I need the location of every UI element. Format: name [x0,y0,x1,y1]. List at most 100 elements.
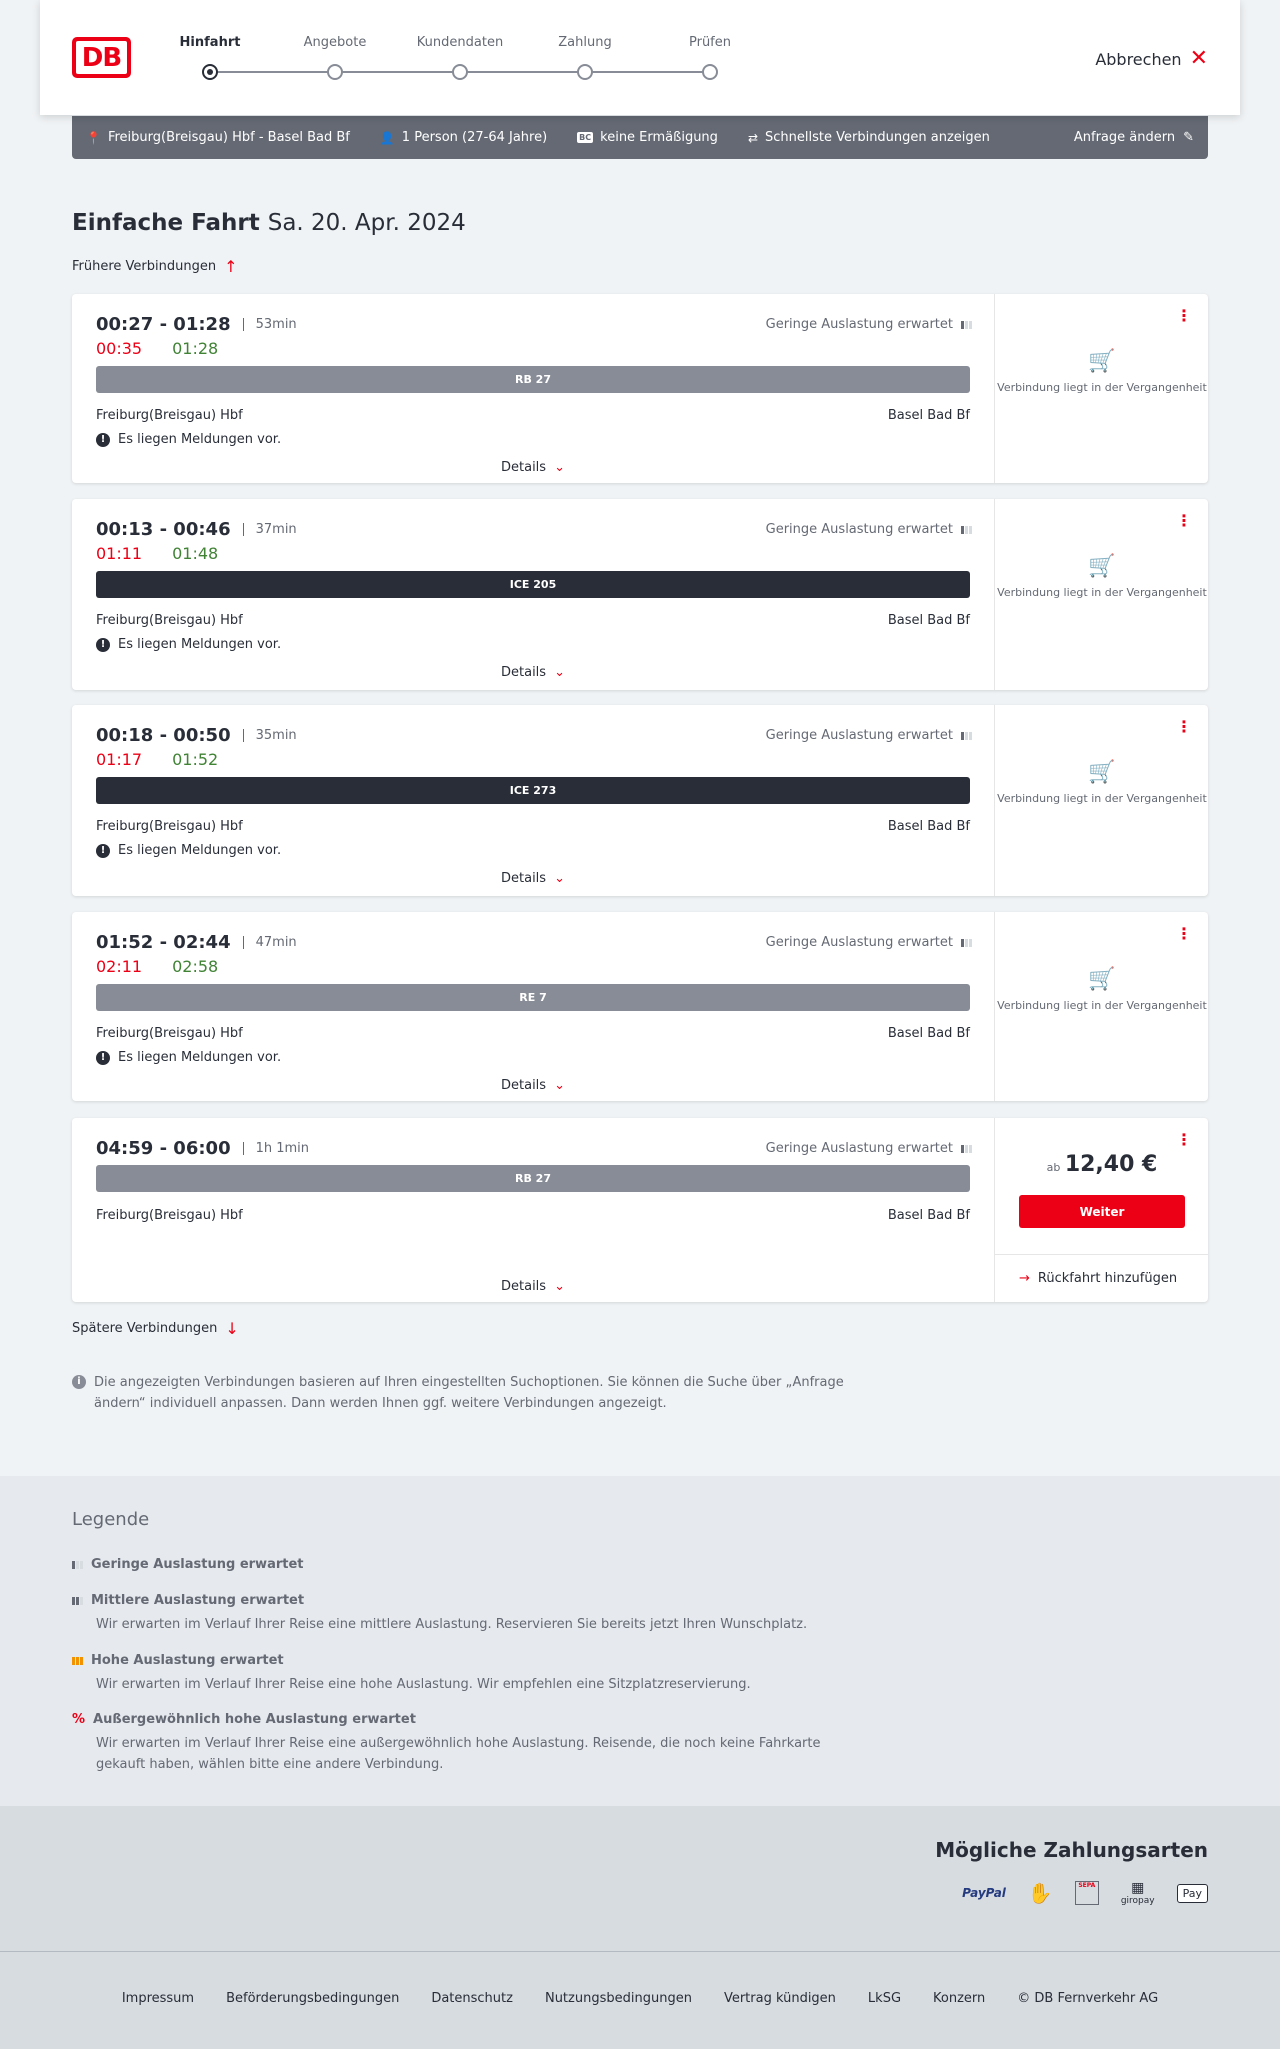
occupancy-info: Geringe Auslastung erwartet [766,1141,972,1156]
offer-panel: ⋮ 🛒 Verbindung liegt in der Vergangenheit [994,912,1208,1101]
discount-summary: BC keine Ermäßigung [577,130,718,145]
add-return-trip-link[interactable]: → Rückfahrt hinzufügen [1019,1271,1177,1286]
apple-pay-logo: Pay [1176,1883,1208,1903]
connection-card: 00:13 - 00:46 37min 01:11 01:48 Geringe Au… [72,499,1208,690]
route-text: Freiburg(Breisgau) Hbf - Basel Bad Bf [107,130,350,145]
occupancy-text: Geringe Auslastung erwartet [765,935,953,950]
info-text: Die angezeigten Verbindungen basieren au… [94,1375,844,1411]
past-status-text: Verbindung liegt in der Vergangenheit [997,792,1207,805]
occupancy-low-icon [961,1144,972,1153]
details-label: Details [501,871,547,886]
past-connection-notice: 🛒 Verbindung liegt in der Vergangenheit [995,969,1209,1014]
continue-button[interactable]: Weiter [1019,1195,1185,1228]
details-toggle[interactable]: Details ⌄ [72,665,994,680]
arrival-station: Basel Bad Bf [887,408,970,423]
details-toggle[interactable]: Details ⌄ [72,1279,994,1294]
occupancy-medium-icon [72,1596,83,1605]
change-label: Anfrage ändern [1073,130,1176,145]
train-bar[interactable]: RB 27 [96,366,970,393]
planned-times: 00:13 - 00:46 [96,519,231,540]
step-pruefen: Prüfen [688,35,732,50]
exclamation-icon: ! [96,1050,110,1065]
details-label: Details [501,1279,547,1294]
occupancy-low-icon [961,731,972,740]
actual-times: 02:11 02:58 [96,957,218,976]
details-toggle[interactable]: Details ⌄ [72,460,994,475]
occupancy-low-icon [72,1560,83,1569]
paypal-logo: PayPal [962,1886,1006,1900]
legend-item-title: Hohe Auslastung erwartet [91,1653,284,1668]
connection-times: 00:13 - 00:46 37min [96,519,297,540]
cancel-button[interactable]: Abbrechen ✕ [1095,48,1208,70]
legend-item-text: Wir erwarten im Verlauf Ihrer Reise eine… [96,1736,821,1772]
step-dot [577,64,593,80]
more-options-icon[interactable]: ⋮ [1176,511,1192,530]
details-label: Details [501,1078,547,1093]
step-zahlung: Zahlung [558,35,612,50]
arrival-station: Basel Bad Bf [887,819,970,834]
connection-times: 01:52 - 02:44 47min [96,932,297,953]
actual-arrival: 01:52 [172,750,219,769]
more-options-icon[interactable]: ⋮ [1176,306,1192,325]
occupancy-text: Geringe Auslastung erwartet [765,728,953,743]
exclamation-icon: ! [96,843,110,858]
departure-station: Freiburg(Breisgau) Hbf [96,1026,243,1041]
connection-card: 01:52 - 02:44 47min 02:11 02:58 Geringe Au… [72,912,1208,1101]
duration: 53min [242,318,297,331]
train-bar[interactable]: ICE 205 [96,571,970,598]
connection-times: 00:27 - 01:28 53min [96,314,297,335]
actual-arrival: 01:48 [172,544,219,563]
footer-link[interactable]: Beförderungsbedingungen [226,1991,400,2006]
messages-notice: ! Es liegen Meldungen vor. [96,1050,281,1065]
trip-type: Einfache Fahrt [72,210,260,236]
chevron-down-icon: ⌄ [554,1279,565,1294]
footer-link[interactable]: Datenschutz [431,1991,513,2006]
page-title: Einfache Fahrt Sa. 20. Apr. 2024 [72,210,466,236]
more-options-icon[interactable]: ⋮ [1176,1130,1192,1149]
step-dot-active [202,64,218,80]
past-status-text: Verbindung liegt in der Vergangenheit [997,381,1207,394]
footer-link[interactable]: Impressum [121,1991,195,2006]
legend-item-title: Geringe Auslastung erwartet [91,1557,304,1572]
train-bar[interactable]: ICE 273 [96,777,970,804]
footer-link[interactable]: LkSG [867,1991,902,2006]
train-bar[interactable]: RE 7 [96,984,970,1011]
legend-item-high: Hohe Auslastung erwartet Wir erwarten im … [72,1653,856,1695]
header: DB Hinfahrt Angebote Kundendaten Zahlung… [40,0,1240,115]
later-connections-link[interactable]: Spätere Verbindungen ↓ [72,1319,239,1338]
departure-station: Freiburg(Breisgau) Hbf [96,1208,243,1223]
later-label: Spätere Verbindungen [72,1321,218,1336]
more-options-icon[interactable]: ⋮ [1176,717,1192,736]
chevron-down-icon: ⌄ [554,665,565,680]
planned-times: 04:59 - 06:00 [96,1138,231,1159]
step-dot [327,64,343,80]
occupancy-text: Geringe Auslastung erwartet [765,317,953,332]
footer-link[interactable]: Nutzungsbedingungen [544,1991,692,2006]
trip-date: Sa. 20. Apr. 2024 [267,210,466,236]
exclamation-icon: ! [96,637,110,652]
footer-link: © DB Fernverkehr AG [1017,1991,1159,2006]
actual-times: 01:17 01:52 [96,750,218,769]
footer-link[interactable]: Konzern [933,1991,986,2006]
step-dot [702,64,718,80]
db-logo[interactable]: DB [72,37,131,78]
details-toggle[interactable]: Details ⌄ [72,871,994,886]
details-toggle[interactable]: Details ⌄ [72,1078,994,1093]
add-return-label: Rückfahrt hinzufügen [1037,1271,1178,1286]
exclamation-icon: ! [96,432,110,447]
price-value: 12,40 € [1064,1152,1158,1177]
cart-unavailable-icon: 🛒 [1088,349,1116,374]
connection-card: 00:27 - 01:28 53min 00:35 01:28 Geringe Au… [72,294,1208,483]
train-bar[interactable]: RB 27 [96,1165,970,1192]
change-request-button[interactable]: Anfrage ändern ✎ [1074,130,1194,145]
chevron-down-icon: ⌄ [554,871,565,886]
legend-item-title: Außergewöhnlich hohe Auslastung erwartet [93,1712,416,1727]
fastest-summary: ⇄ Schnellste Verbindungen anzeigen [748,130,990,145]
earlier-connections-link[interactable]: Frühere Verbindungen ↑ [72,257,238,276]
duration: 37min [242,523,297,536]
arrow-down-icon: ↓ [225,1319,239,1338]
more-options-icon[interactable]: ⋮ [1176,924,1192,943]
footer-link[interactable]: Vertrag kündigen [723,1991,836,2006]
occupancy-exceptional-icon: % [72,1712,86,1727]
offer-panel: ⋮ ab 12,40 € Weiter → Rückfahrt hinzufüge… [994,1118,1209,1302]
